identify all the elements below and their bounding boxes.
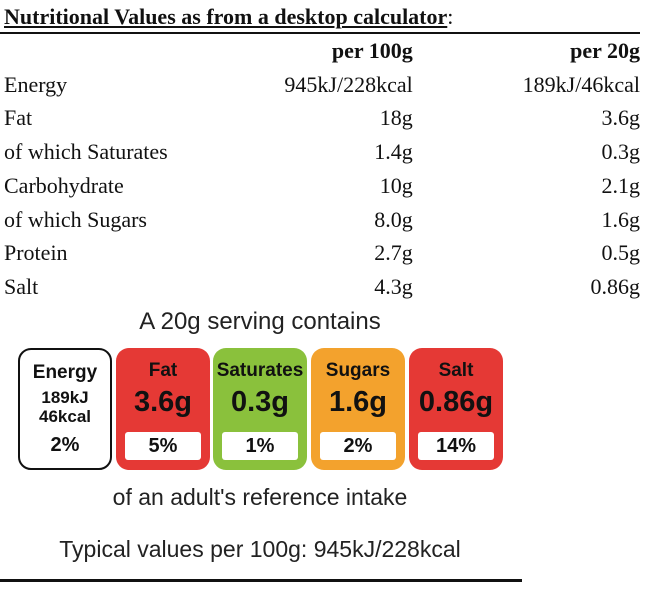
table-row: Fat 18g 3.6g xyxy=(0,101,640,135)
salt-badge-pct: 14% xyxy=(418,432,494,460)
header-per-100g: per 100g xyxy=(331,38,413,63)
energy-badge-name: Energy xyxy=(32,362,98,383)
row-per100: 2.7g xyxy=(374,240,413,266)
saturates-badge-amount: 0.3g xyxy=(230,386,290,418)
header-per-20g: per 20g xyxy=(570,38,640,63)
row-label: Fat xyxy=(4,105,33,131)
title-colon: : xyxy=(447,4,454,29)
fat-badge: Fat 3.6g 5% xyxy=(116,348,210,470)
saturates-badge: Saturates 0.3g 1% xyxy=(213,348,307,470)
reference-intake-text: of an adult's reference intake xyxy=(112,484,408,510)
row-per20: 3.6g xyxy=(601,105,641,131)
sugars-badge-name: Sugars xyxy=(325,360,391,381)
table-row: Salt 4.3g 0.86g xyxy=(0,270,640,304)
bottom-divider xyxy=(0,579,522,582)
row-label: Salt xyxy=(4,273,39,299)
salt-badge-name: Salt xyxy=(438,360,474,381)
header-empty xyxy=(0,33,168,68)
energy-badge-kcal: 46kcal xyxy=(39,407,91,426)
row-per20: 0.5g xyxy=(601,240,641,266)
nutrition-table: per 100g per 20g Energy 945kJ/228kcal 18… xyxy=(0,32,640,304)
row-per100: 18g xyxy=(379,105,413,131)
table-row: Carbohydrate 10g 2.1g xyxy=(0,169,640,203)
row-per100: 10g xyxy=(379,172,413,198)
salt-badge: Salt 0.86g 14% xyxy=(409,348,503,470)
energy-badge-kj: 189kJ xyxy=(41,388,89,407)
row-per100: 1.4g xyxy=(374,139,413,165)
saturates-badge-pct: 1% xyxy=(222,432,298,460)
row-label: of which Sugars xyxy=(4,206,147,232)
sugars-badge: Sugars 1.6g 2% xyxy=(311,348,405,470)
energy-badge: Energy 189kJ 46kcal 2% xyxy=(18,348,112,470)
table-row: of which Saturates 1.4g 0.3g xyxy=(0,135,640,169)
row-label: Protein xyxy=(4,240,68,266)
sugars-badge-pct: 2% xyxy=(320,432,396,460)
row-label: Carbohydrate xyxy=(4,172,124,198)
fat-badge-pct: 5% xyxy=(125,432,201,460)
row-per100: 945kJ/228kcal xyxy=(284,71,413,97)
fat-badge-amount: 3.6g xyxy=(133,386,193,418)
title-text: Nutritional Values as from a desktop cal… xyxy=(4,4,448,29)
fat-badge-name: Fat xyxy=(148,360,178,381)
table-row: Protein 2.7g 0.5g xyxy=(0,236,640,270)
row-per20: 0.3g xyxy=(601,139,641,165)
row-per100: 4.3g xyxy=(374,273,413,299)
table-header-row: per 100g per 20g xyxy=(0,33,640,68)
row-per20: 189kJ/46kcal xyxy=(522,71,640,97)
nutrition-title: Nutritional Values as from a desktop cal… xyxy=(4,4,453,30)
row-label: of which Saturates xyxy=(4,139,168,165)
row-label: Energy xyxy=(4,71,68,97)
row-per20: 0.86g xyxy=(590,273,641,299)
typical-values-text: Typical values per 100g: 945kJ/228kcal xyxy=(59,536,461,562)
sugars-badge-amount: 1.6g xyxy=(328,386,388,418)
table-row: of which Sugars 8.0g 1.6g xyxy=(0,203,640,237)
energy-badge-pct: 2% xyxy=(50,434,80,456)
saturates-badge-name: Saturates xyxy=(216,360,304,381)
salt-badge-amount: 0.86g xyxy=(418,386,494,418)
row-per20: 1.6g xyxy=(601,206,641,232)
table-row: Energy 945kJ/228kcal 189kJ/46kcal xyxy=(0,68,640,102)
row-per100: 8.0g xyxy=(374,206,413,232)
serving-heading: A 20g serving contains xyxy=(139,308,381,335)
row-per20: 2.1g xyxy=(601,172,641,198)
